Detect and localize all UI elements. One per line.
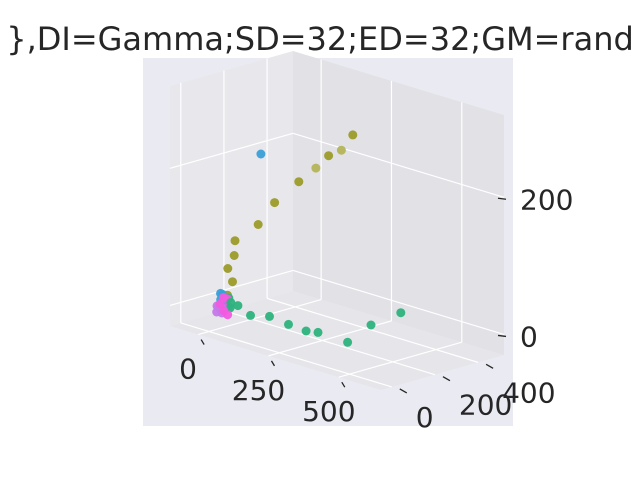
data-point [230,236,240,246]
data-point [229,251,239,260]
grid-z-back [292,269,505,336]
data-point [223,264,233,273]
y-tick-label: 200 [459,389,512,422]
grid-y-floor [266,297,479,363]
data-point [301,326,311,336]
data-point [313,327,323,337]
data-point [336,145,346,155]
x-tick-label: 500 [302,395,355,428]
y-tick-mark [485,363,494,369]
data-point [270,198,280,208]
data-point [219,306,229,316]
x-tick-label: 250 [232,374,285,407]
data-point [396,308,406,318]
data-point [284,319,293,329]
grid-y-floor [223,310,436,376]
data-point [215,299,225,309]
data-points [212,130,406,347]
data-point [226,298,236,307]
chart-title: },DI=Gamma;SD=32;ED=32;GM=rand [6,20,634,58]
y-tick-mark [399,388,408,394]
data-point [311,163,321,173]
grid-x-floor [338,341,462,378]
z-tick-mark [497,334,507,338]
y-tick-label: 400 [502,376,555,409]
grid-x-floor [197,298,322,336]
data-point [324,151,334,161]
data-point [246,310,255,320]
back-pane [293,51,504,355]
z-tick-mark [497,197,507,200]
left-pane [170,51,293,326]
x-tick-mark [200,339,205,345]
z-tick-label: 0 [520,320,538,353]
data-point [265,311,274,321]
grid-y-floor [180,322,392,388]
y-tick-label: 0 [416,401,434,434]
data-point [366,320,376,330]
x-tick-label: 0 [179,353,197,386]
x-tick-mark [270,360,276,367]
x-tick-mark [341,381,346,388]
data-point [343,337,353,347]
z-tick-label: 200 [520,183,573,216]
data-point [233,301,243,311]
data-point [294,177,304,187]
data-point [253,220,263,229]
grid-z-left [169,132,294,169]
grid-z-back [292,132,505,198]
data-point [228,277,237,287]
data-point [256,149,266,159]
axis-panes [170,51,504,390]
y-tick-mark [442,376,451,382]
data-point [348,130,358,140]
grid-z-left [169,269,294,307]
